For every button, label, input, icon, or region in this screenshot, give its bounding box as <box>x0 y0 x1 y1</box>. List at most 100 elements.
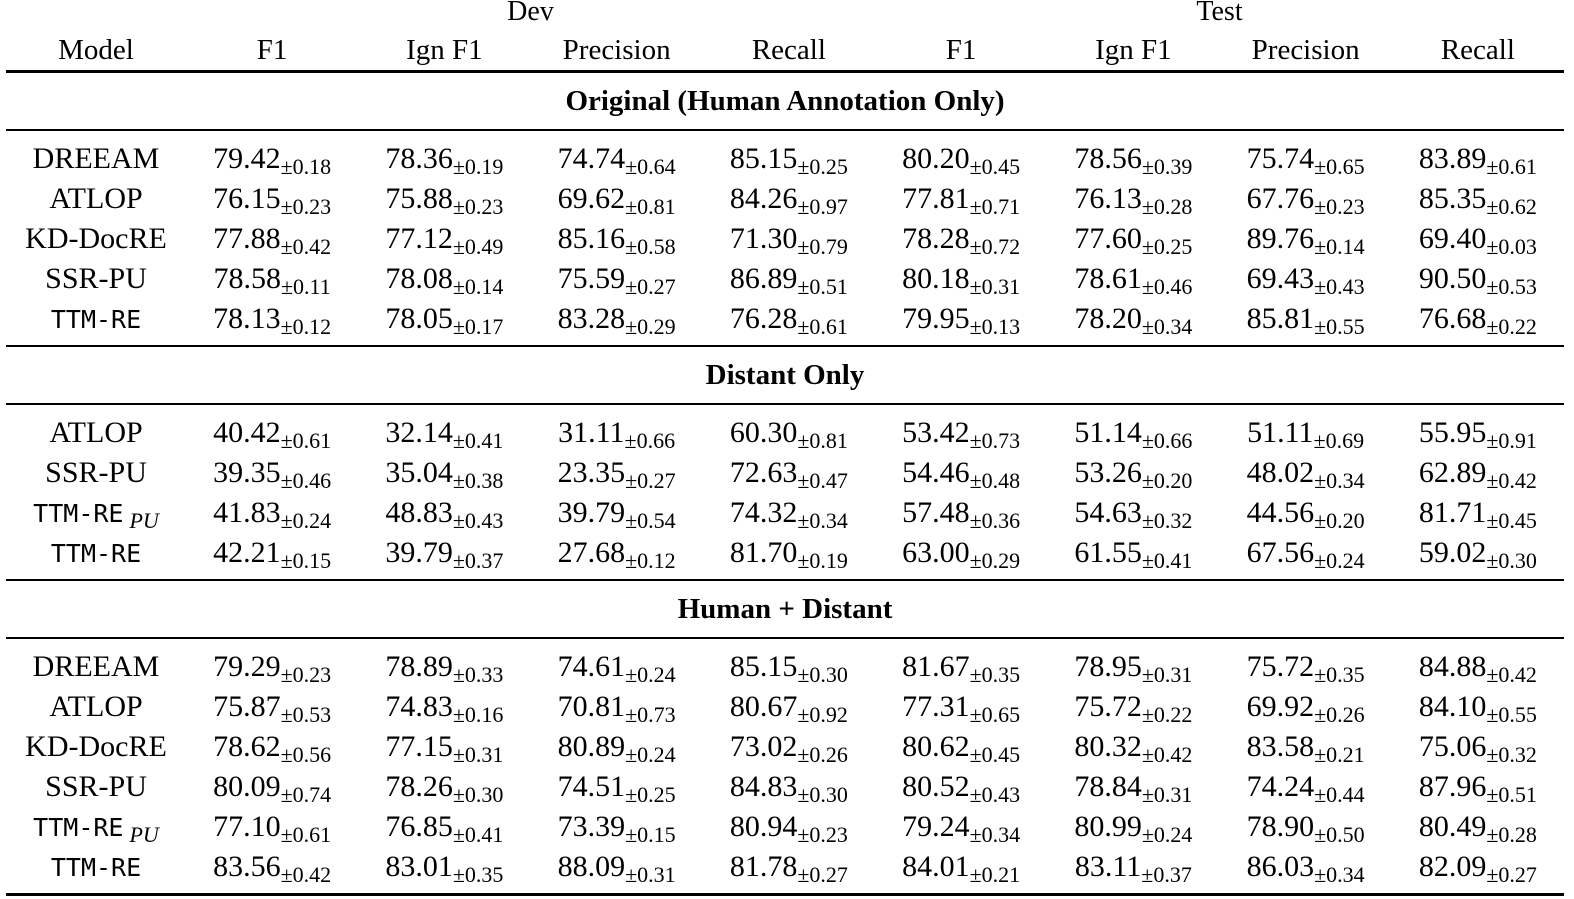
metric-cell: 69.40±0.03 <box>1392 222 1564 259</box>
group-header-row: Dev Test <box>6 0 1564 30</box>
metric-cell: 77.31±0.65 <box>875 690 1047 727</box>
metric-value: 69.62 <box>557 182 626 215</box>
metric-value: 79.24 <box>902 810 970 843</box>
metric-value: 78.56 <box>1074 142 1142 175</box>
table-row: KD-DocRE 77.88±0.42 77.12±0.49 85.16±0.58 71… <box>6 219 1564 259</box>
metric-cell: 80.52±0.43 <box>875 770 1047 807</box>
metric-cell: 81.78±0.27 <box>703 850 875 887</box>
metric-cell: 67.76±0.23 <box>1220 182 1392 219</box>
metric-value: 83.01 <box>385 850 453 883</box>
metric-value: 80.20 <box>902 142 970 175</box>
metric-value: 80.09 <box>213 770 281 803</box>
metric-value: 23.35 <box>557 456 626 489</box>
metric-value: 80.49 <box>1418 810 1487 843</box>
metric-value: 76.13 <box>1074 182 1142 215</box>
metric-value: 84.26 <box>729 182 798 215</box>
metric-cell: 78.26±0.30 <box>358 770 530 807</box>
metric-value: 77.12 <box>385 222 453 255</box>
metric-cell: 75.87±0.53 <box>186 690 358 727</box>
column-header-row: Model F1 Ign F1 Precision Recall F1 Ign F1 Prec… <box>6 30 1564 70</box>
metric-value: 84.88 <box>1418 650 1487 683</box>
metric-value: 48.83 <box>385 496 453 529</box>
metric-std: ±0.30 <box>797 782 848 807</box>
metric-value: 82.09 <box>1418 850 1487 883</box>
metric-cell: 89.76±0.14 <box>1220 222 1392 259</box>
metric-cell: 84.83±0.30 <box>703 770 875 807</box>
metric-value: 39.35 <box>213 456 281 489</box>
metric-cell: 69.62±0.81 <box>531 182 703 219</box>
metric-std: ±0.72 <box>969 234 1021 259</box>
table-row: ATLOP 76.15±0.23 75.88±0.23 69.62±0.81 84.26… <box>6 179 1564 219</box>
metric-value: 72.63 <box>729 456 798 489</box>
metric-cell: 61.55±0.41 <box>1047 536 1219 573</box>
metric-cell: 76.13±0.28 <box>1047 182 1219 219</box>
metric-std: ±0.65 <box>1314 154 1365 179</box>
metric-value: 88.09 <box>557 850 626 883</box>
metric-std: ±0.81 <box>797 428 848 453</box>
section-body: ATLOP 40.42±0.61 32.14±0.41 31.11±0.66 60.30… <box>6 405 1564 579</box>
model-name: DREEAM <box>32 142 160 175</box>
metric-cell: 59.02±0.30 <box>1392 536 1564 573</box>
metric-cell: 75.74±0.65 <box>1220 142 1392 179</box>
metric-cell: 78.36±0.19 <box>358 142 530 179</box>
metric-value: 83.11 <box>1074 850 1142 883</box>
metric-cell: 87.96±0.51 <box>1392 770 1564 807</box>
metric-value: 86.89 <box>729 262 798 295</box>
metric-value: 75.06 <box>1418 730 1487 763</box>
metric-cell: 84.88±0.42 <box>1392 650 1564 687</box>
metric-cell: 86.89±0.51 <box>703 262 875 299</box>
metric-cell: 78.95±0.31 <box>1047 650 1219 687</box>
metric-value: 78.36 <box>385 142 453 175</box>
metric-value: 51.14 <box>1074 416 1142 449</box>
metric-std: ±0.20 <box>1314 508 1365 533</box>
metric-cell: 81.70±0.19 <box>703 536 875 573</box>
metric-cell: 62.89±0.42 <box>1392 456 1564 493</box>
metric-std: ±0.43 <box>969 782 1021 807</box>
model-cell: SSR-PU <box>6 262 186 296</box>
column-header: Recall <box>1440 33 1515 66</box>
model-name: SSR-PU <box>45 262 147 295</box>
metric-std: ±0.28 <box>1141 194 1193 219</box>
table-row: TTM-RE 42.21±0.15 39.79±0.37 27.68±0.12 81.7… <box>6 533 1564 573</box>
metric-value: 78.90 <box>1246 810 1315 843</box>
metric-cell: 83.01±0.35 <box>358 850 530 887</box>
model-name: TTM-RE <box>50 305 142 334</box>
model-cell: TTM-RE <box>6 302 186 336</box>
metric-cell: 80.67±0.92 <box>703 690 875 727</box>
metric-cell: 78.20±0.34 <box>1047 302 1219 339</box>
metric-cell: 78.13±0.12 <box>186 302 358 339</box>
metric-cell: 80.49±0.28 <box>1392 810 1564 847</box>
metric-cell: 76.68±0.22 <box>1392 302 1564 339</box>
metric-value: 39.79 <box>385 536 453 569</box>
metric-cell: 78.89±0.33 <box>358 650 530 687</box>
metric-cell: 67.56±0.24 <box>1220 536 1392 573</box>
metric-value: 85.15 <box>729 650 798 683</box>
metric-std: ±0.18 <box>280 154 332 179</box>
metric-std: ±0.25 <box>625 782 676 807</box>
metric-cell: 51.11±0.69 <box>1220 416 1392 453</box>
table-row: TTM-RE PU 77.10±0.61 76.85±0.41 73.39±0.15 80… <box>6 807 1564 847</box>
metric-value: 78.95 <box>1074 650 1142 683</box>
metric-std: ±0.46 <box>1141 274 1193 299</box>
metric-std: ±0.22 <box>1486 314 1537 339</box>
metric-value: 80.89 <box>557 730 626 763</box>
metric-cell: 80.62±0.45 <box>875 730 1047 767</box>
metric-std: ±0.31 <box>969 274 1021 299</box>
model-name: ATLOP <box>49 416 143 449</box>
metric-std: ±0.27 <box>625 274 676 299</box>
header-rule <box>6 70 1564 73</box>
metric-value: 79.29 <box>213 650 281 683</box>
metric-cell: 75.06±0.32 <box>1392 730 1564 767</box>
metric-cell: 53.42±0.73 <box>875 416 1047 453</box>
model-name: TTM-RE <box>33 499 124 528</box>
metric-value: 75.59 <box>557 262 626 295</box>
section-title: Distant Only <box>705 358 865 391</box>
metric-std: ±0.35 <box>452 862 504 887</box>
metric-value: 76.28 <box>729 302 798 335</box>
metric-value: 75.72 <box>1074 690 1142 723</box>
metric-cell: 77.15±0.31 <box>358 730 530 767</box>
metric-cell: 80.32±0.42 <box>1047 730 1219 767</box>
metric-std: ±0.66 <box>1141 428 1193 453</box>
metric-value: 78.58 <box>213 262 281 295</box>
metric-value: 71.30 <box>729 222 798 255</box>
